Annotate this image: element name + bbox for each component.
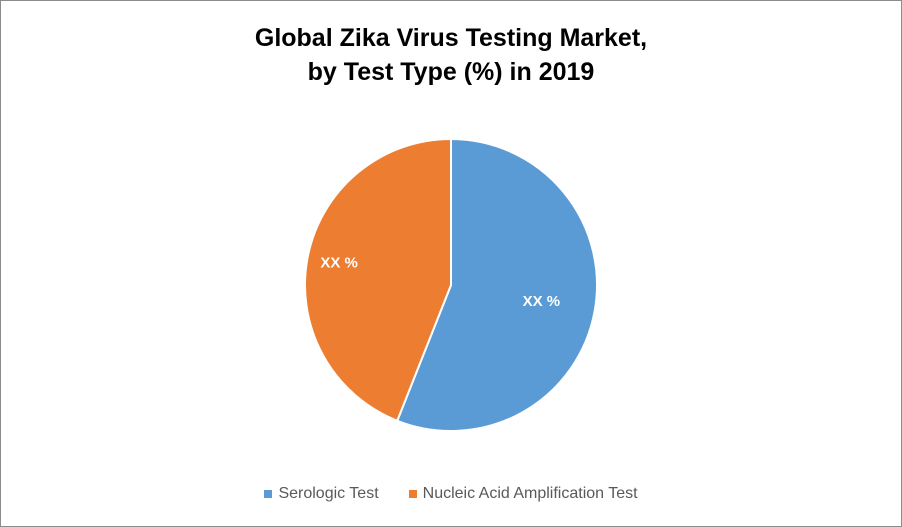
legend-label-naat: Nucleic Acid Amplification Test xyxy=(422,485,638,502)
chart-title-line-2: by Test Type (%) in 2019 xyxy=(307,58,595,86)
legend-label-serologic: Serologic Test xyxy=(278,485,379,502)
pie-slice-naat xyxy=(304,137,452,423)
legend-swatch-serologic xyxy=(264,490,273,498)
data-label-naat: XX % xyxy=(320,255,358,272)
legend-item-serologic: Serologic Test xyxy=(264,485,379,503)
legend: Serologic Test Nucleic Acid Amplificatio… xyxy=(1,485,901,503)
pie-slice-serologic xyxy=(395,137,598,432)
legend-item-naat: Nucleic Acid Amplification Test xyxy=(408,485,638,503)
chart-title: Global Zika Virus Testing Market, by Tes… xyxy=(1,21,901,89)
data-label-serologic: XX % xyxy=(523,293,561,310)
legend-swatch-naat xyxy=(408,490,417,498)
chart-title-line-1: Global Zika Virus Testing Market, xyxy=(254,24,648,52)
